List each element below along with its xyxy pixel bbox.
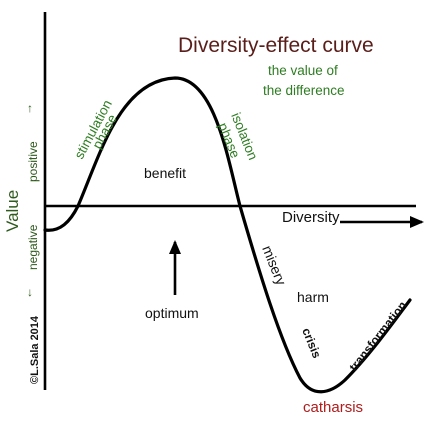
subtitle-line2: the difference bbox=[263, 83, 345, 98]
benefit-label: benefit bbox=[144, 165, 186, 181]
harm-label: harm bbox=[297, 289, 329, 305]
transformation-label: transformation bbox=[346, 298, 409, 373]
positive-arrow: ↑ bbox=[27, 101, 33, 115]
negative-arrow: ↓ bbox=[27, 285, 33, 299]
diversity-effect-curve bbox=[43, 76, 412, 394]
crisis-label: crisis bbox=[299, 326, 324, 361]
x-axis-label: Diversity bbox=[282, 209, 340, 226]
copyright-label: ©L.Sala 2014 bbox=[29, 315, 41, 384]
catharsis-label: catharsis bbox=[303, 399, 363, 416]
chart-title: Diversity-effect curve bbox=[178, 34, 374, 57]
subtitle-line1: the value of bbox=[268, 63, 338, 78]
positive-label: positive bbox=[26, 141, 40, 182]
negative-label: negative bbox=[26, 224, 40, 270]
y-axis-label: Value bbox=[3, 190, 22, 232]
optimum-label: optimum bbox=[145, 305, 199, 321]
